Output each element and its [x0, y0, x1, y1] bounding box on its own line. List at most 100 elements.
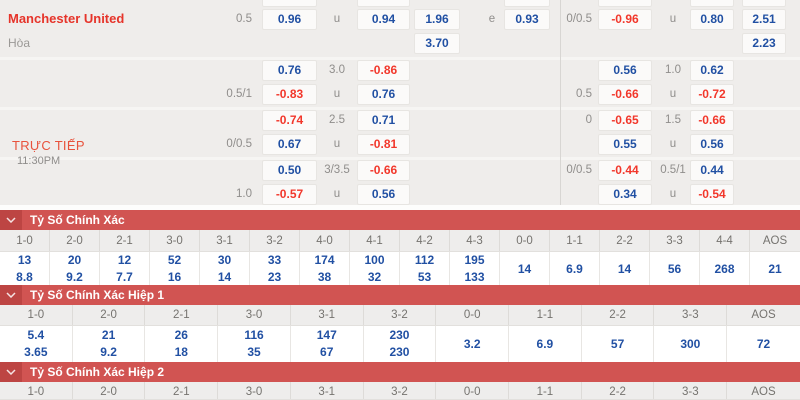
score-odds-cell[interactable]: 195 133: [450, 252, 500, 286]
score-odds-cell[interactable]: 116 35: [218, 326, 291, 362]
score-column-header: 2-1: [145, 382, 219, 399]
line-label: 3/3.5: [324, 164, 350, 176]
score-column-header: 3-2: [364, 382, 437, 399]
handicap-label: 0.5: [236, 13, 252, 25]
line-label: u: [333, 13, 341, 25]
odds-box[interactable]: 0.67: [262, 134, 317, 155]
odds-box[interactable]: -0.65: [598, 110, 652, 131]
chevron-down-icon[interactable]: [0, 285, 22, 305]
chevron-down-icon[interactable]: [0, 210, 22, 230]
odds-box-cutoff[interactable]: [598, 0, 652, 7]
odds-box[interactable]: 0.96: [262, 9, 317, 30]
line-label: u: [669, 13, 677, 25]
score-column-header: 2-1: [100, 230, 150, 251]
odds-box[interactable]: 2.51: [742, 9, 786, 30]
score-column-header: 4-1: [350, 230, 400, 251]
odds-box[interactable]: -0.54: [690, 184, 734, 205]
odds-box[interactable]: 0.56: [598, 60, 652, 81]
score-odds-cell[interactable]: 20 9.2: [50, 252, 100, 286]
score-column-header: 3-0: [218, 305, 291, 325]
line-label: u: [669, 138, 677, 150]
score-column-header: 3-3: [654, 305, 728, 325]
chevron-down-icon[interactable]: [0, 362, 22, 382]
score-column-header: AOS: [762, 235, 788, 247]
odds-box[interactable]: 0.34: [598, 184, 652, 205]
odds-box-cutoff[interactable]: [357, 0, 410, 7]
odds-box[interactable]: 0.62: [690, 60, 734, 81]
odds-box[interactable]: -0.96: [598, 9, 652, 30]
live-badge: TRỰC TIẾP: [12, 138, 85, 153]
section-banner[interactable]: Tỷ Số Chính Xác Hiệp 1: [0, 285, 800, 305]
odds-box[interactable]: 0.80: [690, 9, 734, 30]
score-odds-cell[interactable]: 112 53: [400, 252, 450, 286]
odds-box[interactable]: 1.96: [414, 9, 460, 30]
score-odds-cell[interactable]: 300: [654, 326, 728, 362]
odds-box[interactable]: -0.72: [690, 84, 734, 105]
score-odds-cell[interactable]: 33 23: [250, 252, 300, 286]
odds-box[interactable]: 2.23: [742, 33, 786, 54]
odds-box-cutoff[interactable]: [504, 0, 550, 7]
score-column-header: 3-1: [291, 382, 364, 399]
odds-box[interactable]: -0.66: [357, 160, 410, 181]
odds-box[interactable]: 0.76: [262, 60, 317, 81]
score-odds-cell[interactable]: 6.9: [509, 326, 582, 362]
score-odds-cell[interactable]: 56: [650, 252, 700, 286]
score-column-header: 2-0: [50, 230, 100, 251]
score-odds-cell[interactable]: 26 18: [145, 326, 219, 362]
odds-box[interactable]: 0.50: [262, 160, 317, 181]
odds-box[interactable]: 0.44: [690, 160, 734, 181]
odds-box[interactable]: 0.94: [357, 9, 410, 30]
odds-box[interactable]: -0.83: [262, 84, 317, 105]
odds-box[interactable]: 0.93: [504, 9, 550, 30]
correct-score-half2-section: Tỷ Số Chính Xác Hiệp 2 1-0 2-0 2-1 3-0 3-1 3-…: [0, 362, 800, 400]
score-odds-cell[interactable]: 52 16: [150, 252, 200, 286]
odds-box[interactable]: 3.70: [414, 33, 460, 54]
score-column-header: 3-1: [291, 305, 364, 325]
odds-box[interactable]: 0.55: [598, 134, 652, 155]
odds-box[interactable]: -0.66: [690, 110, 734, 131]
score-odds-cell[interactable]: 14: [600, 252, 650, 286]
odds-box-cutoff[interactable]: [262, 0, 317, 7]
section-banner[interactable]: Tỷ Số Chính Xác: [0, 210, 800, 230]
odds-box[interactable]: -0.86: [357, 60, 410, 81]
score-odds-cell[interactable]: 21: [768, 261, 782, 276]
odds-box[interactable]: -0.74: [262, 110, 317, 131]
score-odds-cell[interactable]: 230 230: [364, 326, 437, 362]
score-odds-cell[interactable]: 21 9.2: [73, 326, 146, 362]
odds-box[interactable]: 0.56: [690, 134, 734, 155]
odds-box[interactable]: -0.44: [598, 160, 652, 181]
score-odds-cell[interactable]: 147 67: [291, 326, 364, 362]
home-team-name[interactable]: Manchester United: [8, 11, 125, 26]
odds-box[interactable]: 0.56: [357, 184, 410, 205]
score-column-header: 3-3: [654, 382, 728, 399]
line-label: 2.5: [329, 114, 345, 126]
odds-box[interactable]: -0.81: [357, 134, 410, 155]
score-odds-cell[interactable]: 72: [756, 336, 771, 351]
odds-box[interactable]: -0.66: [598, 84, 652, 105]
score-odds-cell[interactable]: 5.4 3.65: [0, 326, 73, 362]
score-odds-cell[interactable]: 174 38: [300, 252, 350, 286]
score-odds-cell[interactable]: 57: [582, 326, 655, 362]
odds-box[interactable]: -0.57: [262, 184, 317, 205]
score-odds-cell[interactable]: 100 32: [350, 252, 400, 286]
score-odds-cell[interactable]: 14: [500, 252, 550, 286]
odds-box[interactable]: 0.76: [357, 84, 410, 105]
line-label: e: [488, 13, 496, 25]
section-gap: [0, 205, 800, 210]
odds-box-cutoff[interactable]: [690, 0, 734, 7]
score-column-header: 2-2: [582, 382, 655, 399]
handicap-label: 0/0.5: [226, 138, 252, 150]
score-column-header: 3-2: [364, 305, 437, 325]
odds-box[interactable]: 0.71: [357, 110, 410, 131]
score-odds-cell[interactable]: 3.2: [436, 326, 510, 362]
score-odds-cell[interactable]: 268: [700, 252, 750, 286]
section-title: Tỷ Số Chính Xác: [30, 213, 125, 227]
score-column-header: 1-1: [509, 305, 582, 325]
handicap-label: 0/0.5: [566, 13, 592, 25]
score-odds-cell[interactable]: 30 14: [200, 252, 250, 286]
score-odds-cell[interactable]: 13 8.8: [0, 252, 50, 286]
score-odds-cell[interactable]: 6.9: [550, 252, 600, 286]
score-odds-cell[interactable]: 12 7.7: [100, 252, 150, 286]
section-banner[interactable]: Tỷ Số Chính Xác Hiệp 2: [0, 362, 800, 382]
odds-box-cutoff[interactable]: [742, 0, 786, 7]
